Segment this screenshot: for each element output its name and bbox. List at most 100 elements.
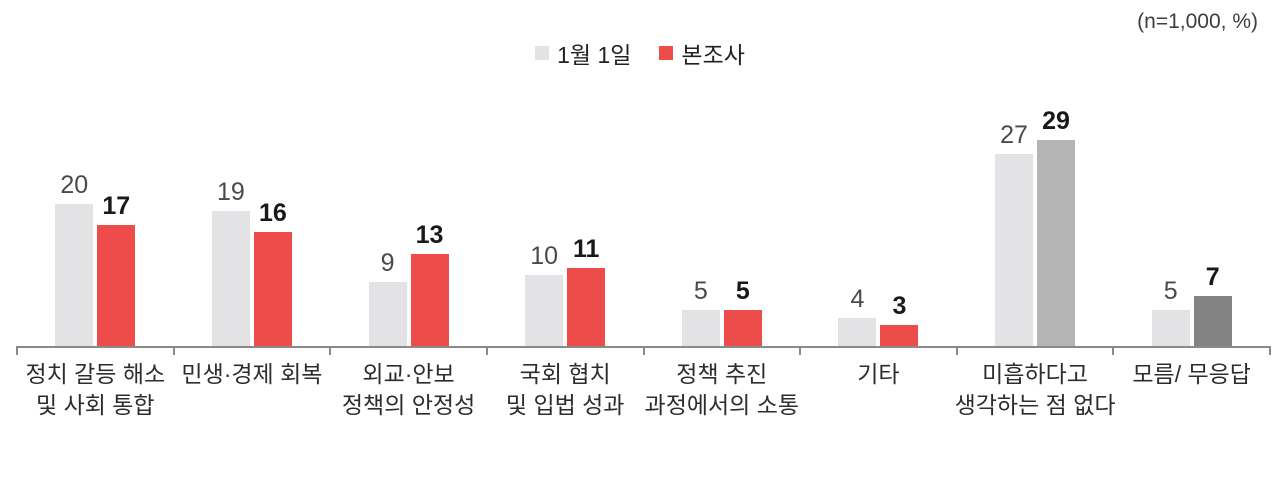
value-label: 20 [60,170,89,199]
value-label: 5 [735,276,750,305]
bar-main-survey [1193,296,1232,346]
bar-column-jan1: 27 [995,120,1034,346]
bar-column-main-survey: 16 [253,198,292,346]
value-label: 13 [415,220,444,249]
axis-tick [1269,346,1271,355]
legend-swatch-main-survey-icon [659,46,674,60]
category-group: 4 3 기타 [800,0,957,387]
legend-label-jan1: 1월 1일 [557,42,632,68]
bar-main-survey [1037,140,1076,346]
category-label-line: 과정에서의 소통 [644,392,800,418]
bar-main-survey [97,225,136,346]
bar-column-main-survey: 5 [723,276,762,346]
bar-column-main-survey: 7 [1193,262,1232,346]
axis-tick [16,346,18,355]
value-label: 9 [380,248,395,277]
bar-column-jan1: 20 [55,170,94,346]
bar-main-survey [567,268,606,346]
bar-column-jan1: 4 [838,284,877,346]
value-label: 16 [259,198,287,227]
bar-pair: 9 13 [368,220,449,346]
bar-column-jan1: 5 [1151,277,1190,346]
axis-tick [799,346,802,355]
legend: 1월 1일 본조사 [0,36,1280,70]
category-label-line: 외교·안보 [362,361,455,387]
value-label: 19 [217,177,245,206]
category-label-line: 정책 추진 [676,361,768,387]
bar-pair: 27 29 [995,106,1076,346]
bar-jan1 [995,154,1034,346]
value-label: 3 [892,291,907,320]
axis-tick [1112,346,1115,355]
category-label-line: 모름/ 무응답 [1132,361,1251,387]
category-label-line: 미흡하다고 [982,361,1088,387]
bar-jan1 [368,282,407,346]
legend-label-main-survey: 본조사 [681,42,745,68]
category-label-line: 생각하는 점 없다 [954,392,1116,418]
bar-column-jan1: 10 [525,241,564,346]
value-label: 7 [1205,262,1220,291]
category-group: 20 17 정치 갈등 해소 및 사회 통합 [17,0,174,418]
legend-item-main-survey: 본조사 [659,36,745,70]
bar-jan1 [1151,310,1190,346]
category-label-line: 정책의 안정성 [341,392,476,418]
bar-column-main-survey: 11 [567,234,606,346]
category-label: 민생·경제 회복 [167,359,337,390]
bar-column-jan1: 9 [368,248,407,346]
bar-column-jan1: 5 [681,276,720,346]
value-label: 29 [1042,106,1070,135]
category-label-line: 및 입법 성과 [505,392,625,418]
value-label: 11 [572,234,600,263]
value-label: 27 [1000,120,1028,149]
bar-jan1 [211,211,250,346]
category-label-line: 민생·경제 회복 [181,361,323,387]
axis-tick [955,346,958,355]
value-label: 5 [693,276,708,305]
category-group: 19 16 민생·경제 회복 [174,0,331,387]
value-label: 17 [102,191,131,220]
category-label-line: 국회 협치 [519,361,611,387]
bar-pair: 19 16 [211,177,292,346]
bar-main-survey [410,254,449,346]
bar-main-survey [723,310,762,346]
axis-tick [329,346,332,355]
legend-item-jan1: 1월 1일 [535,36,631,70]
sample-size-note: (n=1,000, %) [1137,10,1258,33]
category-label: 모름/ 무응답 [1107,359,1277,390]
bar-column-main-survey: 29 [1037,106,1076,346]
axis-tick [172,346,175,355]
bar-column-jan1: 19 [211,177,250,346]
category-label: 기타 [793,359,963,390]
bar-jan1 [525,275,564,346]
category-label-line: 및 사회 통합 [36,392,155,418]
bar-column-main-survey: 13 [410,220,449,346]
axis-tick [642,346,645,355]
bar-main-survey [880,325,919,346]
value-label: 4 [850,284,865,313]
bar-jan1 [838,318,877,346]
plot-area: 20 17 정치 갈등 해소 및 사회 통합 19 16 민생·경제 회복 9 13 외교·안보 정… [17,0,1270,418]
bar-jan1 [55,204,94,346]
bar-column-main-survey: 17 [97,191,136,346]
category-label-line: 정치 갈등 해소 [25,361,166,387]
category-group: 5 7 모름/ 무응답 [1113,0,1270,387]
x-axis-line [16,346,1271,355]
category-label-line: 기타 [857,361,900,387]
bar-column-main-survey: 3 [880,291,919,346]
bar-main-survey [253,232,292,346]
bar-pair: 20 17 [55,170,136,346]
bar-jan1 [681,310,720,346]
value-label: 10 [530,241,559,270]
